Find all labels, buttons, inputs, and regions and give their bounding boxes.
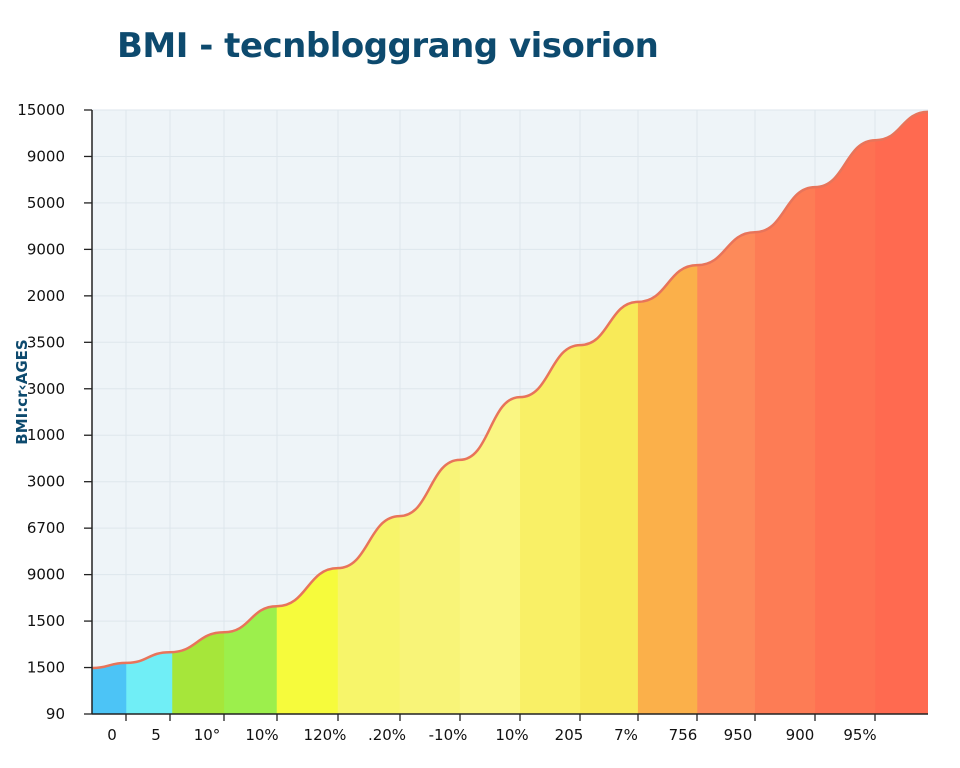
- y-tick-label: 9000: [27, 240, 65, 258]
- y-tick-label: 3000: [27, 380, 65, 398]
- x-tick-label: 95%: [843, 726, 876, 744]
- x-tick-label: 7%: [614, 726, 638, 744]
- x-tick-label: 205: [555, 726, 584, 744]
- y-tick-label: 3500: [27, 333, 65, 351]
- x-tick-label: 10%: [495, 726, 528, 744]
- x-tick-label: 120%: [304, 726, 347, 744]
- x-tick-label: 950: [724, 726, 753, 744]
- y-tick-label: 9000: [27, 147, 65, 165]
- x-tick-label: 756: [669, 726, 698, 744]
- y-tick-label: 2000: [27, 287, 65, 305]
- y-tick-label: 15000: [17, 101, 65, 119]
- y-tick-label: 1500: [27, 612, 65, 630]
- y-tick-label: 1500: [27, 659, 65, 677]
- y-tick-label: 90: [46, 705, 65, 723]
- area-band: [815, 111, 876, 714]
- y-tick-label: 5000: [27, 194, 65, 212]
- y-tick-label: 6700: [27, 519, 65, 537]
- x-tick-label: 900: [786, 726, 815, 744]
- x-tick-label: -10%: [429, 726, 468, 744]
- area-band: [875, 111, 928, 714]
- y-tick-label: 3000: [27, 473, 65, 491]
- x-tick-label: .20%: [368, 726, 406, 744]
- y-tick-label: 1000: [27, 426, 65, 444]
- x-tick-label: 5: [151, 726, 161, 744]
- chart-title: BMI - tecnbloggrang visorion: [117, 26, 659, 66]
- x-tick-label: 0: [107, 726, 117, 744]
- x-tick-label: 10°: [194, 726, 221, 744]
- x-tick-label: 10%: [245, 726, 278, 744]
- y-tick-label: 9000: [27, 566, 65, 584]
- series-line: [91, 110, 929, 670]
